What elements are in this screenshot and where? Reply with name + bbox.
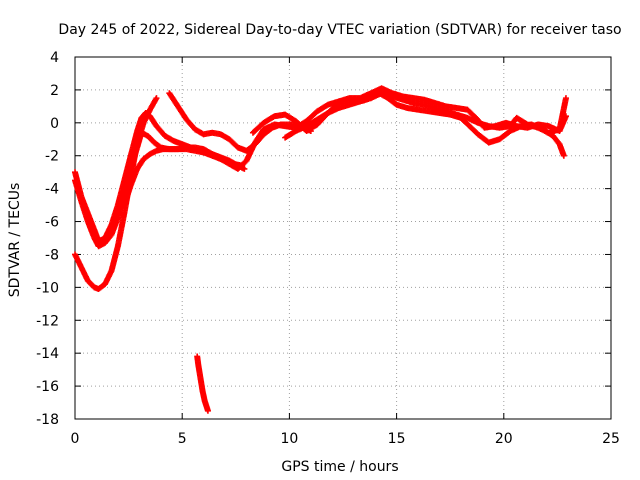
axis-ticks bbox=[74, 56, 612, 420]
y-tick-label: -16 bbox=[36, 379, 59, 395]
data-points bbox=[72, 85, 569, 414]
y-tick-label: 4 bbox=[50, 50, 59, 66]
y-tick-label: -18 bbox=[36, 412, 59, 428]
y-tick-label: -6 bbox=[45, 215, 59, 231]
data-point bbox=[562, 95, 569, 102]
x-tick-labels: 0 5 10 15 20 25 bbox=[71, 431, 620, 447]
x-tick-label: 20 bbox=[495, 431, 513, 447]
chart-title: Day 245 of 2022, Sidereal Day-to-day VTE… bbox=[58, 22, 621, 38]
y-axis-label: SDTVAR / TECUs bbox=[7, 183, 23, 298]
data-point bbox=[241, 165, 248, 172]
y-tick-labels: 4 2 0 -2 -4 -6 -8 -10 -12 -14 -16 -18 bbox=[36, 50, 59, 428]
y-tick-label: -8 bbox=[45, 247, 59, 263]
series-arc-d bbox=[121, 146, 248, 209]
x-tick-label: 10 bbox=[280, 431, 298, 447]
y-tick-label: -4 bbox=[45, 182, 59, 198]
plot-frame bbox=[74, 56, 612, 420]
series-arc-i bbox=[194, 353, 211, 414]
y-tick-label: -12 bbox=[36, 313, 59, 329]
x-tick-label: 5 bbox=[178, 431, 187, 447]
series-arc-h bbox=[282, 90, 569, 141]
x-tick-label: 25 bbox=[602, 431, 620, 447]
grid bbox=[75, 57, 611, 419]
data-point bbox=[204, 407, 211, 414]
y-tick-label: -2 bbox=[45, 149, 59, 165]
y-tick-label: 0 bbox=[50, 116, 59, 132]
data-point bbox=[560, 152, 567, 159]
x-axis-label: GPS time / hours bbox=[281, 459, 398, 475]
x-tick-label: 0 bbox=[71, 431, 80, 447]
y-tick-label: -10 bbox=[36, 280, 59, 296]
y-tick-label: -14 bbox=[36, 346, 59, 362]
x-tick-label: 15 bbox=[388, 431, 406, 447]
data-point bbox=[153, 95, 160, 102]
y-tick-label: 2 bbox=[50, 83, 59, 99]
